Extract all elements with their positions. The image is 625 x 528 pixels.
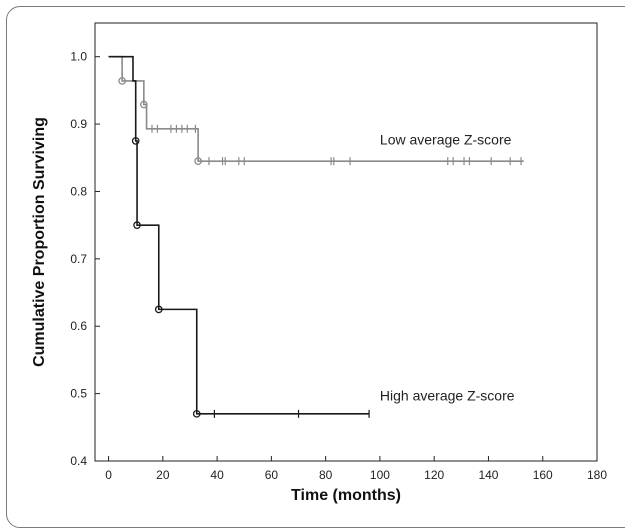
x-axis-title: Time (months) — [291, 487, 401, 504]
x-tick-label: 180 — [587, 468, 607, 482]
x-tick-label: 60 — [265, 468, 279, 482]
x-tick-label: 160 — [533, 468, 553, 482]
event-marker — [154, 305, 163, 314]
event-marker — [131, 137, 140, 145]
x-tick-label: 120 — [424, 468, 444, 482]
event-marker — [133, 221, 141, 230]
x-tick-label: 0 — [105, 468, 112, 482]
x-tick-label: 80 — [319, 468, 333, 482]
event-marker — [118, 77, 126, 85]
figure-frame — [6, 6, 625, 528]
plot-area — [94, 22, 598, 462]
y-tick-label: 0.8 — [70, 184, 87, 198]
y-tick-label: 0.5 — [70, 387, 87, 401]
y-tick-label: 0.7 — [70, 252, 87, 266]
series-high — [108, 55, 370, 418]
survival-curve — [108, 55, 524, 162]
survival-curve — [108, 55, 370, 415]
series-label-high: High average Z-score — [380, 387, 515, 403]
x-tick-label: 40 — [210, 468, 224, 482]
event-marker — [139, 100, 148, 109]
y-tick-label: 1.0 — [70, 50, 87, 64]
x-tick-label: 100 — [370, 468, 390, 482]
y-axis: 0.4 0.5 0.6 0.7 0.8 0.9 1.0 — [70, 50, 100, 468]
y-tick-label: 0.4 — [70, 454, 87, 468]
series-layer — [108, 55, 524, 418]
series-label-low: Low average Z-score — [380, 131, 512, 147]
y-tick-label: 0.6 — [70, 319, 87, 333]
event-marker — [194, 157, 202, 165]
x-axis: 0 20 40 60 80 100 120 140 160 180 — [105, 456, 607, 482]
x-tick-label: 20 — [156, 468, 170, 482]
y-axis-title: Cumulative Proportion Surviving — [31, 117, 48, 367]
km-chart: 0.4 0.5 0.6 0.7 0.8 0.9 1.0 0 20 40 60 80 100 120 140… — [31, 22, 607, 504]
event-marker — [192, 409, 201, 418]
x-tick-label: 140 — [478, 468, 498, 482]
series-low — [108, 55, 524, 166]
y-tick-label: 0.9 — [70, 117, 87, 131]
